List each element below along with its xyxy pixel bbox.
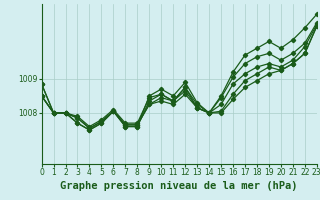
X-axis label: Graphe pression niveau de la mer (hPa): Graphe pression niveau de la mer (hPa) xyxy=(60,181,298,191)
